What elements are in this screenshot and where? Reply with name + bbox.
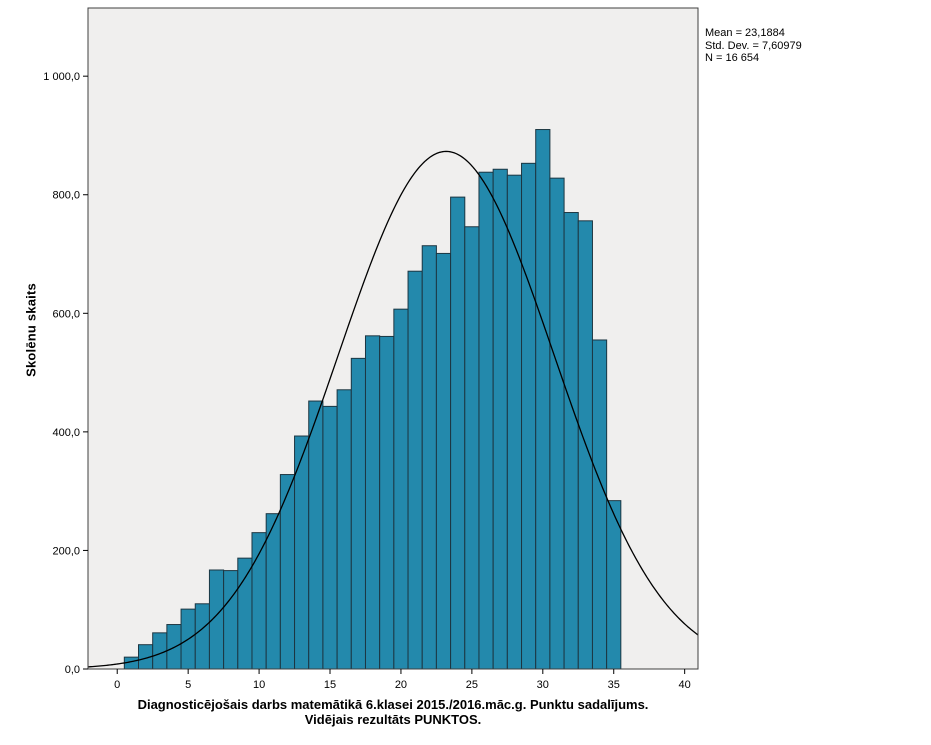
histogram-bar-18 (364, 335, 381, 670)
x-tick-label: 20 (395, 679, 407, 691)
histogram-bar-32 (563, 212, 579, 670)
x-tick-label: 10 (253, 679, 265, 691)
histogram-bar-28 (506, 174, 523, 670)
y-tick-label: 400,0 (52, 427, 80, 439)
histogram-bar-26 (478, 171, 494, 670)
histogram-bar-23 (435, 252, 452, 670)
histogram-bar-25 (464, 226, 480, 670)
x-tick-label: 5 (185, 679, 191, 691)
histogram-bar-3 (152, 632, 168, 670)
normal-curve (88, 150, 698, 668)
histogram-bar-29 (521, 162, 537, 670)
chart-title-line-2: Vidējais rezultāts PUNKTOS. (304, 712, 482, 727)
histogram-bar-21 (407, 270, 423, 670)
histogram-bar-20 (393, 308, 409, 670)
histogram-bar-9 (237, 557, 253, 670)
histogram-bar-30 (535, 129, 551, 670)
stat-std-dev: Std. Dev. = 7,60979 (705, 39, 802, 52)
histogram-bar-34 (591, 339, 608, 670)
histogram-bar-6 (194, 603, 210, 670)
y-tick-label: 200,0 (52, 545, 80, 557)
x-tick-label: 0 (114, 679, 120, 691)
x-tick-label: 25 (466, 679, 478, 691)
x-tick-label: 40 (679, 679, 691, 691)
y-tick-label: 800,0 (52, 190, 80, 202)
histogram-bar-27 (492, 168, 508, 670)
histogram-bar-17 (350, 357, 366, 670)
histogram-bar-14 (308, 400, 324, 670)
y-axis-label: Skolēnu skaits (23, 283, 39, 377)
stat-mean: Mean = 23,1884 (705, 27, 785, 39)
histogram-bar-31 (549, 177, 565, 670)
histogram-bar-19 (379, 335, 395, 670)
y-tick-label: 0,0 (65, 664, 80, 676)
plot-frame (87, 7, 699, 670)
chart-title: Diagnosticējošais darbs matemātikā 6.kla… (88, 697, 698, 727)
histogram-bar-22 (421, 245, 437, 670)
y-tick-label: 1 000,0 (43, 71, 80, 83)
x-tick-label: 35 (608, 679, 620, 691)
x-tick-label: 30 (537, 679, 549, 691)
histogram-bar-15 (322, 405, 338, 670)
y-tick-label: 600,0 (52, 308, 80, 320)
stat-n: N = 16 654 (705, 52, 760, 64)
chart-title-line-1: Diagnosticējošais darbs matemātikā 6.kla… (137, 697, 649, 712)
x-tick-label: 15 (324, 679, 336, 691)
histogram-bar-16 (336, 389, 352, 670)
histogram-bar-8 (223, 570, 239, 670)
histogram-bar-24 (450, 196, 466, 670)
stats-box: Mean = 23,1884 Std. Dev. = 7,60979 N = 1… (705, 27, 802, 65)
